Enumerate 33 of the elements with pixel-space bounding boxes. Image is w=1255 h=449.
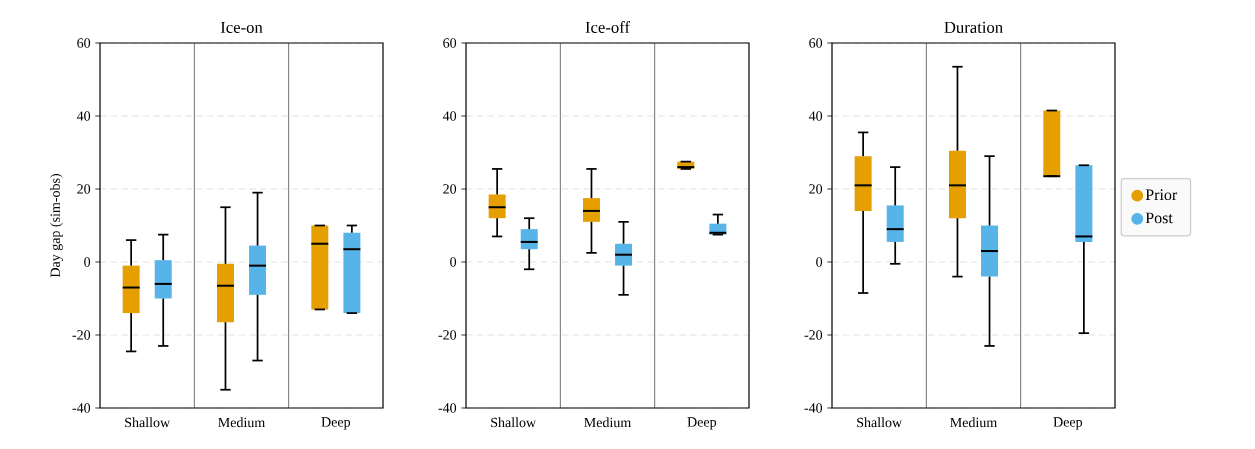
y-tick-label: -20 (72, 330, 91, 340)
y-tick-label: 60 (809, 38, 823, 48)
y-tick-label: 60 (443, 38, 457, 48)
legend-label: Post (1145, 212, 1173, 224)
legend-label: Prior (1145, 189, 1178, 201)
y-tick-label: 0 (816, 257, 823, 267)
y-tick-label: -40 (438, 403, 457, 413)
x-tick-label: Shallow (491, 417, 537, 428)
x-tick-label: Deep (1053, 417, 1083, 430)
chart-title: Ice-on (220, 21, 263, 33)
y-axis-title: Day gap (sim-obs) (50, 174, 63, 278)
y-tick-label: 20 (443, 184, 457, 194)
y-tick-label: -20 (438, 330, 457, 340)
y-tick-label: -20 (804, 330, 823, 340)
x-tick-label: Deep (321, 417, 351, 430)
x-tick-label: Medium (950, 417, 997, 428)
x-tick-label: Deep (687, 417, 717, 430)
chart-title: Duration (944, 21, 1003, 33)
x-tick-label: Shallow (125, 417, 171, 428)
y-tick-label: 40 (76, 111, 91, 121)
y-tick-label: 40 (808, 111, 823, 121)
y-tick-label: 20 (809, 184, 823, 194)
x-tick-label: Medium (218, 417, 266, 428)
y-tick-label: 20 (77, 184, 91, 194)
y-tick-label: 40 (442, 111, 457, 121)
chart-title: Ice-off (585, 21, 631, 33)
x-tick-label: Shallow (857, 417, 903, 428)
y-tick-label: -40 (804, 403, 823, 413)
y-tick-label: 0 (84, 257, 91, 267)
y-tick-label: -40 (72, 403, 91, 413)
y-tick-label: 60 (77, 38, 91, 48)
y-tick-label: 0 (450, 257, 457, 267)
x-tick-label: Medium (584, 417, 632, 428)
